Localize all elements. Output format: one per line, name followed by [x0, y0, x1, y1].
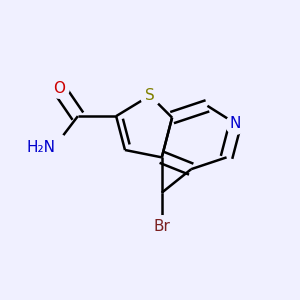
Text: H₂N: H₂N	[27, 140, 56, 154]
Text: O: O	[53, 81, 65, 96]
Text: Br: Br	[153, 219, 170, 234]
Text: S: S	[145, 88, 155, 103]
Text: N: N	[230, 116, 241, 131]
